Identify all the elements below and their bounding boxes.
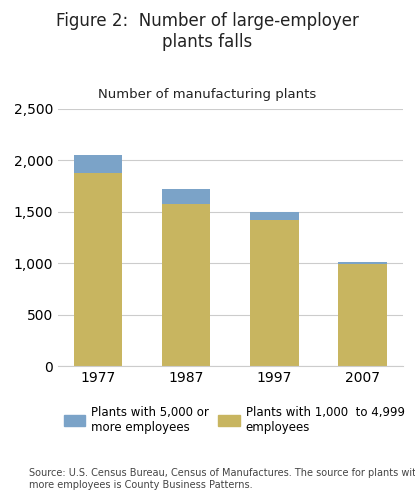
Bar bbox=[338, 264, 387, 366]
Bar bbox=[338, 262, 387, 264]
Bar bbox=[250, 212, 299, 220]
Bar bbox=[74, 173, 122, 366]
Bar bbox=[162, 189, 210, 204]
Bar bbox=[162, 204, 210, 366]
Legend: Plants with 5,000 or
more employees, Plants with 1,000  to 4,999
employees: Plants with 5,000 or more employees, Pla… bbox=[64, 406, 405, 434]
Text: Number of manufacturing plants: Number of manufacturing plants bbox=[98, 89, 317, 101]
Bar bbox=[74, 155, 122, 173]
Text: Figure 2:  Number of large-employer
plants falls: Figure 2: Number of large-employer plant… bbox=[56, 12, 359, 51]
Bar bbox=[250, 220, 299, 366]
Text: Source: U.S. Census Bureau, Census of Manufactures. The source for plants with 5: Source: U.S. Census Bureau, Census of Ma… bbox=[29, 468, 415, 490]
